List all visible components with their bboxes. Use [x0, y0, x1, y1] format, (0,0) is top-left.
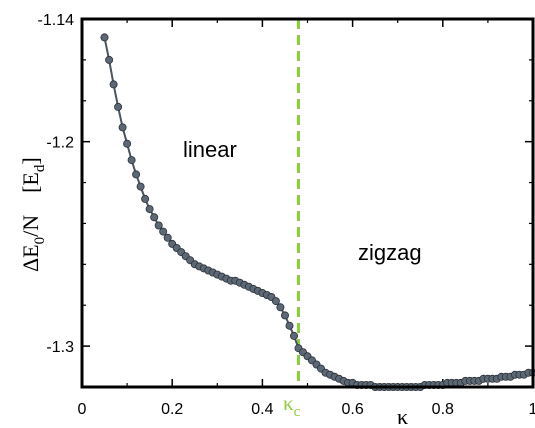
data-point — [276, 303, 285, 312]
data-point — [123, 139, 132, 148]
y-label-unit-open: [E — [18, 172, 43, 193]
x-tick-label: 1 — [529, 401, 535, 418]
data-point — [100, 33, 109, 42]
y-tick-label: -1.3 — [46, 339, 74, 356]
data-point — [127, 156, 136, 165]
y-tick-label: -1.2 — [46, 135, 74, 152]
data-point — [114, 102, 123, 111]
x-tick-label: 0 — [78, 401, 87, 418]
x-tick-labels: 0 0.2 0.4 0.6 0.8 1 — [78, 401, 535, 418]
data-point — [150, 213, 159, 222]
data-point — [285, 321, 294, 330]
data-point — [159, 227, 168, 236]
data-point — [141, 194, 150, 203]
series-line — [103, 37, 533, 388]
critical-kappa-symbol: κ — [283, 391, 294, 415]
y-label-unit-close: ] — [18, 157, 43, 164]
x-tick-label: 0.8 — [432, 401, 454, 418]
y-label-unit-subscript: d — [32, 164, 48, 172]
data-point — [289, 331, 298, 340]
x-tick-label: 0.2 — [161, 401, 183, 418]
x-axis-label: κ — [397, 404, 408, 428]
data-point — [105, 55, 114, 64]
data-point — [132, 170, 141, 179]
data-point — [109, 80, 118, 89]
data-point — [280, 311, 289, 320]
plot-frame — [80, 17, 535, 389]
y-tick-label: -1.14 — [38, 12, 75, 29]
critical-kappa-label: κc — [283, 391, 301, 420]
tick-marks — [81, 19, 534, 387]
data-point — [163, 233, 172, 242]
data-point — [154, 221, 163, 230]
critical-kappa-subscript: c — [294, 404, 301, 420]
y-label-delta-e: ΔE — [18, 244, 43, 272]
series-energy — [100, 33, 535, 391]
y-tick-labels: -1.14 -1.2 -1.3 — [38, 12, 75, 356]
y-axis-label: ΔE0/N [Ed] — [18, 157, 48, 272]
y-label-suffix: /N — [18, 215, 43, 237]
zigzag-region-label: zigzag — [358, 240, 422, 265]
x-tick-label: 0.6 — [341, 401, 363, 418]
y-label-subscript: 0 — [32, 237, 48, 245]
data-point — [136, 182, 145, 191]
x-tick-label: 0.4 — [251, 401, 273, 418]
data-point — [118, 123, 127, 132]
linear-region-label: linear — [183, 137, 237, 162]
data-point — [145, 205, 154, 214]
data-point — [271, 297, 280, 306]
